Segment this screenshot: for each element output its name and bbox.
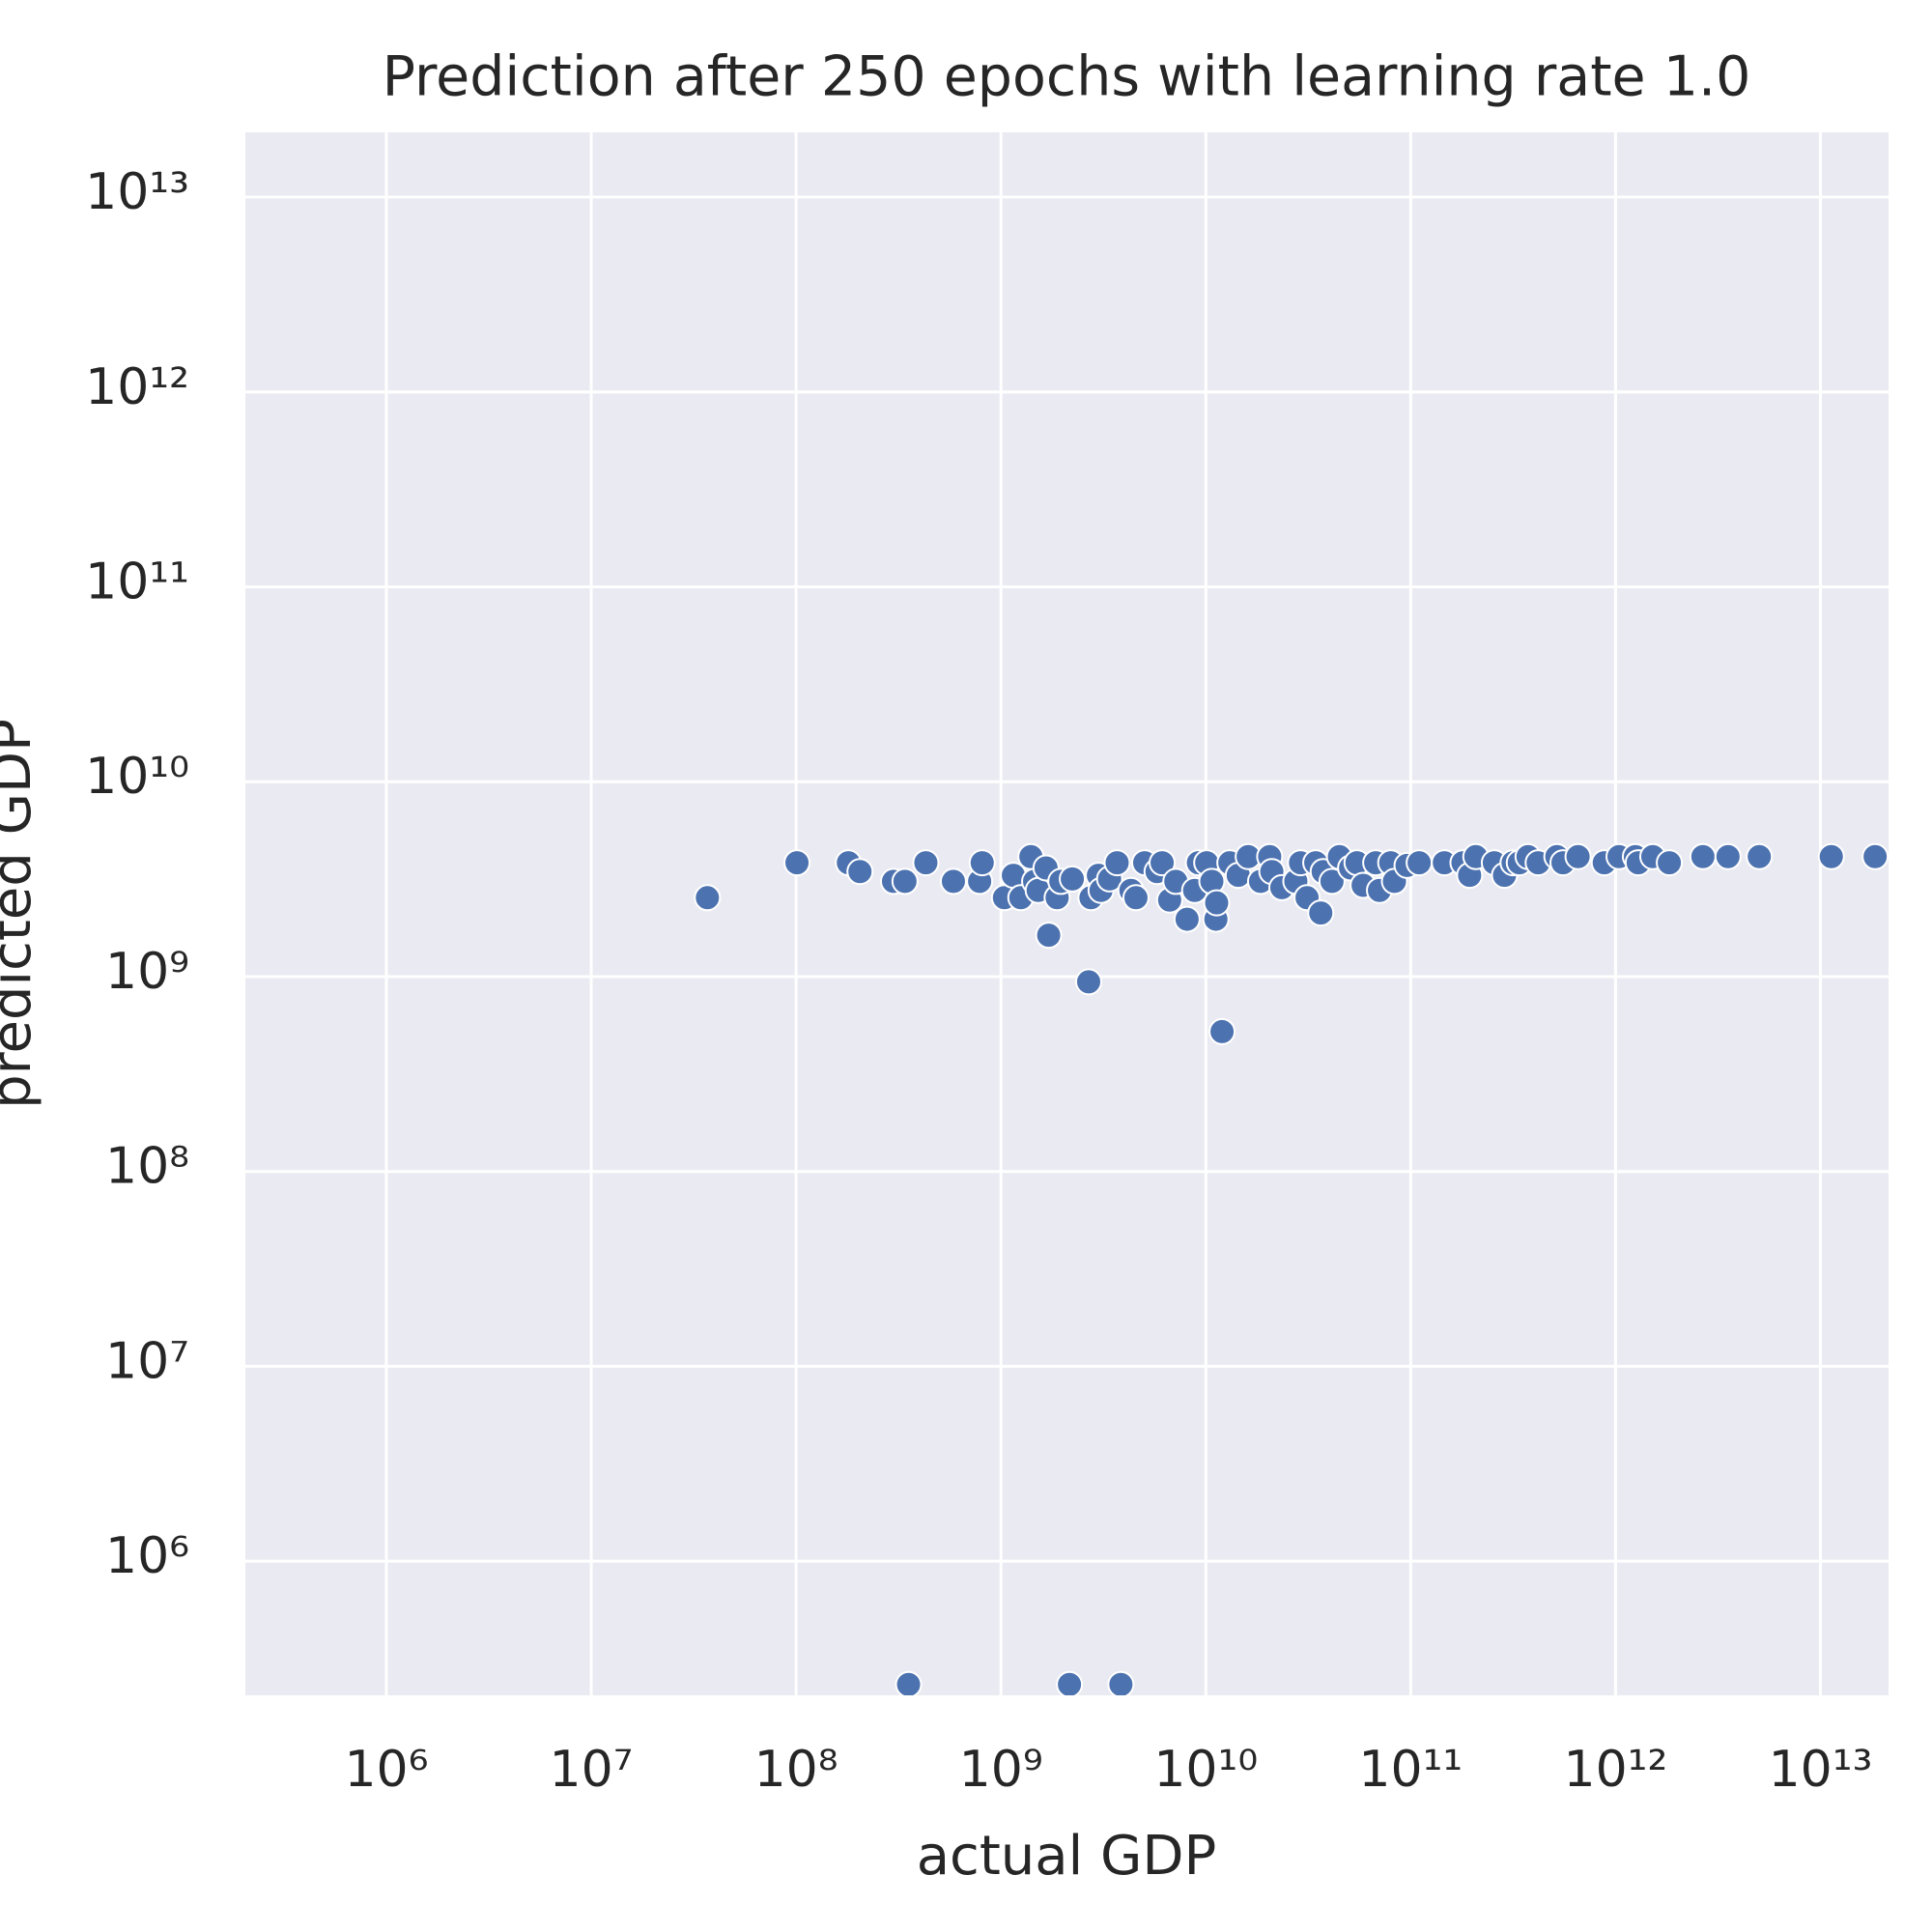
- tick-labels: 10⁶ 10⁷ 10⁸ 10⁹ 10¹⁰ 10¹¹ 10¹² 10¹³ 10⁶ 10⁷ 10⁸ 10⁹…: [85, 163, 1872, 1799]
- point: [1074, 968, 1102, 996]
- point: [1307, 899, 1335, 927]
- y-tick-label: 10⁶: [105, 1527, 189, 1585]
- plot-background: [245, 132, 1889, 1695]
- points: [694, 842, 1889, 1695]
- y-tick-label: 10¹²: [85, 358, 189, 416]
- point: [895, 1670, 923, 1695]
- point: [694, 884, 722, 912]
- y-tick-label: 10¹¹: [85, 554, 189, 611]
- x-tick-label: 10¹⁰: [1153, 1741, 1258, 1799]
- point: [1406, 849, 1434, 877]
- y-tick-label: 10¹⁰: [85, 748, 189, 806]
- x-tick-label: 10⁶: [344, 1741, 428, 1799]
- chart-title: Prediction after 250 epochs with learnin…: [383, 45, 1751, 109]
- point: [783, 849, 811, 877]
- point: [1689, 842, 1717, 870]
- point: [1103, 849, 1131, 877]
- point: [1122, 884, 1150, 912]
- point: [1035, 922, 1063, 950]
- point: [1149, 849, 1177, 877]
- point: [1173, 905, 1201, 933]
- x-tick-label: 10¹¹: [1358, 1741, 1463, 1799]
- point: [912, 849, 940, 877]
- x-axis-label: actual GDP: [917, 1825, 1217, 1888]
- point: [891, 867, 919, 895]
- point: [968, 849, 996, 877]
- point: [1714, 842, 1742, 870]
- y-tick-label: 10⁹: [105, 943, 189, 1001]
- point: [1056, 1670, 1084, 1695]
- x-tick-label: 10⁸: [754, 1741, 838, 1799]
- x-tick-label: 10¹²: [1563, 1741, 1667, 1799]
- point: [1564, 842, 1592, 870]
- point: [1203, 889, 1231, 917]
- point: [1861, 842, 1889, 870]
- point: [846, 858, 874, 886]
- x-tick-label: 10⁷: [550, 1741, 634, 1799]
- point: [1318, 867, 1346, 895]
- point: [939, 867, 967, 895]
- y-tick-label: 10⁸: [105, 1138, 189, 1196]
- point: [1107, 1670, 1135, 1695]
- y-tick-label: 10¹³: [85, 163, 189, 221]
- point: [1208, 1017, 1236, 1045]
- point: [1817, 842, 1845, 870]
- y-tick-label: 10⁷: [105, 1332, 189, 1390]
- x-tick-label: 10¹³: [1769, 1741, 1873, 1799]
- x-tick-label: 10⁹: [959, 1741, 1043, 1799]
- point: [1746, 842, 1774, 870]
- point: [1059, 865, 1087, 893]
- y-axis-label: predicted GDP: [0, 719, 43, 1109]
- point: [1656, 849, 1684, 877]
